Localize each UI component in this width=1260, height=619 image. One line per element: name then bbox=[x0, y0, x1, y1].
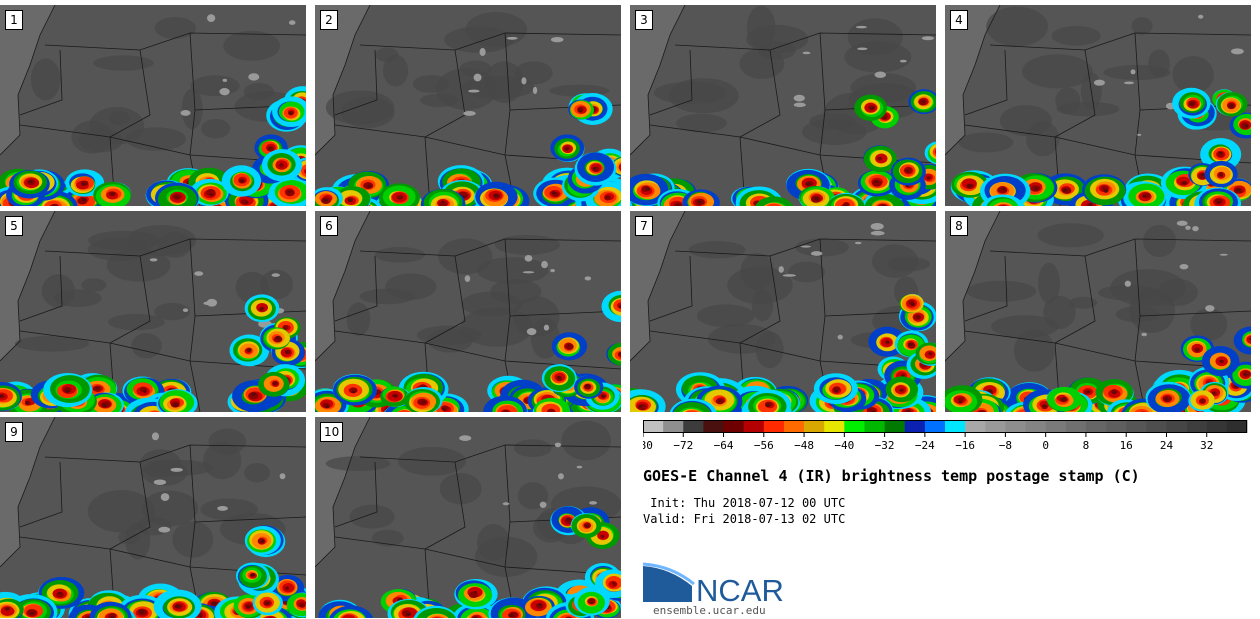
colorbar-tick-label: −48 bbox=[794, 439, 814, 452]
logo-swoosh-highlight-icon bbox=[642, 562, 695, 586]
colorbar-tick-label: 8 bbox=[1083, 439, 1090, 452]
ncar-logo: NCAR bbox=[642, 562, 784, 604]
stamp-panel-7: 7 bbox=[630, 211, 936, 412]
colorbar-swatch bbox=[643, 420, 664, 433]
panel-number-label: 2 bbox=[320, 10, 338, 30]
colorbar-swatch bbox=[763, 420, 785, 433]
colorbar-swatch bbox=[965, 420, 986, 433]
satellite-map bbox=[315, 417, 621, 618]
panel-number-label: 7 bbox=[635, 216, 653, 236]
panel-number-label: 3 bbox=[635, 10, 653, 30]
colorbar-tick-label: 0 bbox=[1042, 439, 1049, 452]
figure-title: GOES-E Channel 4 (IR) brightness temp po… bbox=[643, 467, 1140, 485]
colorbar-swatch bbox=[703, 420, 724, 433]
panel-number-label: 4 bbox=[950, 10, 968, 30]
colorbar-tick-label: −80 bbox=[643, 439, 653, 452]
colorbar-swatch bbox=[844, 420, 865, 433]
colorbar-swatch bbox=[824, 420, 845, 433]
stamp-panel-9: 9 bbox=[0, 417, 306, 618]
colorbar-tick-label: −56 bbox=[754, 439, 774, 452]
satellite-map bbox=[630, 211, 936, 412]
logo-swoosh-icon bbox=[643, 566, 692, 602]
panel-number-label: 10 bbox=[320, 422, 344, 442]
satellite-map bbox=[0, 211, 306, 412]
colorbar-swatch bbox=[683, 420, 704, 433]
panel-number-label: 8 bbox=[950, 216, 968, 236]
colorbar-swatch bbox=[1005, 420, 1026, 433]
colorbar-tick-label: −24 bbox=[915, 439, 935, 452]
init-time: Init: Thu 2018-07-12 00 UTC bbox=[643, 496, 846, 510]
satellite-map bbox=[630, 5, 936, 206]
satellite-map bbox=[315, 5, 621, 206]
colorbar-swatch bbox=[743, 420, 765, 433]
colorbar-swatch bbox=[783, 420, 805, 433]
logo-url: ensemble.ucar.edu bbox=[653, 604, 766, 617]
valid-time: Valid: Fri 2018-07-13 02 UTC bbox=[643, 512, 846, 526]
colorbar-swatch bbox=[945, 420, 966, 433]
colorbar-swatch bbox=[1045, 420, 1067, 433]
colorbar-swatch bbox=[723, 420, 744, 433]
stamp-panel-2: 2 bbox=[315, 5, 621, 206]
satellite-map bbox=[945, 5, 1251, 206]
colorbar-swatch bbox=[1206, 420, 1228, 433]
colorbar-swatch bbox=[1126, 420, 1147, 433]
colorbar-swatch bbox=[864, 420, 885, 433]
satellite-map bbox=[945, 211, 1251, 412]
stamp-panel-4: 4 bbox=[945, 5, 1251, 206]
stamp-panel-10: 10 bbox=[315, 417, 621, 618]
colorbar-swatch bbox=[904, 420, 926, 433]
colorbar-swatch bbox=[663, 420, 684, 433]
colorbar-swatch bbox=[884, 420, 906, 433]
satellite-map bbox=[0, 5, 306, 206]
colorbar-frame bbox=[643, 420, 1247, 433]
colorbar-tick-label: 24 bbox=[1160, 439, 1174, 452]
colorbar-swatch bbox=[1085, 420, 1107, 433]
colorbar-tick-label: −8 bbox=[999, 439, 1012, 452]
colorbar-tick-label: −72 bbox=[673, 439, 693, 452]
stamp-panel-5: 5 bbox=[0, 211, 306, 412]
colorbar-swatch bbox=[1065, 420, 1087, 433]
colorbar-swatch bbox=[924, 420, 946, 433]
colorbar-swatch bbox=[1186, 420, 1208, 433]
stamp-panel-8: 8 bbox=[945, 211, 1251, 412]
stamp-panel-1: 1 bbox=[0, 5, 306, 206]
colorbar-swatch bbox=[1025, 420, 1046, 433]
panel-number-label: 1 bbox=[5, 10, 23, 30]
satellite-map bbox=[0, 417, 306, 618]
colorbar-tick-label: 16 bbox=[1120, 439, 1133, 452]
colorbar-tick-label: −64 bbox=[714, 439, 734, 452]
colorbar-swatch bbox=[985, 420, 1006, 433]
colorbar-tick-label: −40 bbox=[834, 439, 854, 452]
panel-number-label: 9 bbox=[5, 422, 23, 442]
colorbar-swatch bbox=[1226, 420, 1248, 433]
logo-wordmark: NCAR bbox=[696, 573, 784, 604]
colorbar-tick-label: −16 bbox=[955, 439, 975, 452]
colorbar-swatch bbox=[1166, 420, 1187, 433]
panel-number-label: 5 bbox=[5, 216, 23, 236]
colorbar-swatch bbox=[1106, 420, 1127, 433]
panel-number-label: 6 bbox=[320, 216, 338, 236]
satellite-map bbox=[315, 211, 621, 412]
stamp-panel-6: 6 bbox=[315, 211, 621, 412]
colorbar-swatch bbox=[1146, 420, 1167, 433]
colorbar-swatch bbox=[804, 420, 825, 433]
colorbar-tick-label: 32 bbox=[1200, 439, 1213, 452]
stamp-panel-3: 3 bbox=[630, 5, 936, 206]
colorbar-tick-label: −32 bbox=[875, 439, 895, 452]
